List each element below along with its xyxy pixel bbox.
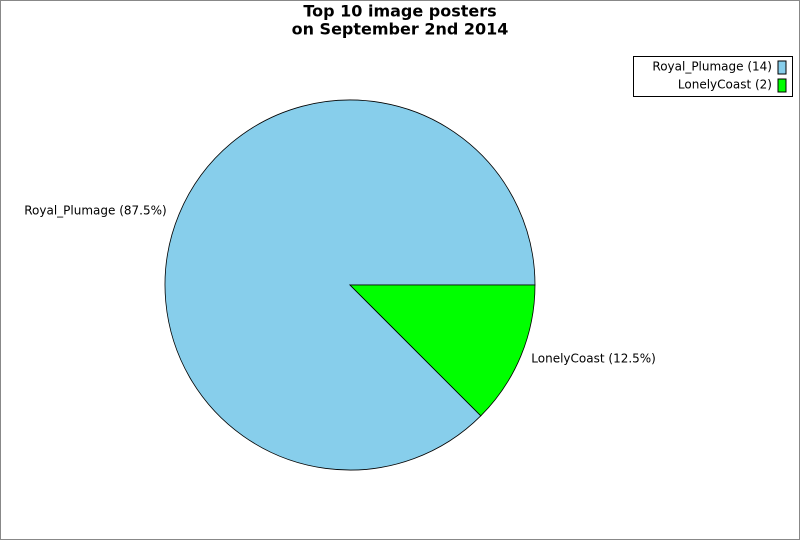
pie-slice	[349, 284, 536, 417]
slice-label: LonelyCoast (12.5%)	[531, 351, 656, 365]
legend-box	[633, 56, 793, 97]
legend-swatch	[777, 60, 787, 75]
legend-label: Royal_Plumage (14)	[652, 60, 772, 74]
pie-slice	[164, 99, 536, 471]
legend-swatch	[777, 78, 787, 93]
legend-label: LonelyCoast (2)	[678, 78, 772, 92]
chart-title: Top 10 image posters	[303, 2, 496, 21]
slice-label: Royal_Plumage (87.5%)	[24, 204, 166, 218]
chart-subtitle: on September 2nd 2014	[292, 20, 509, 39]
